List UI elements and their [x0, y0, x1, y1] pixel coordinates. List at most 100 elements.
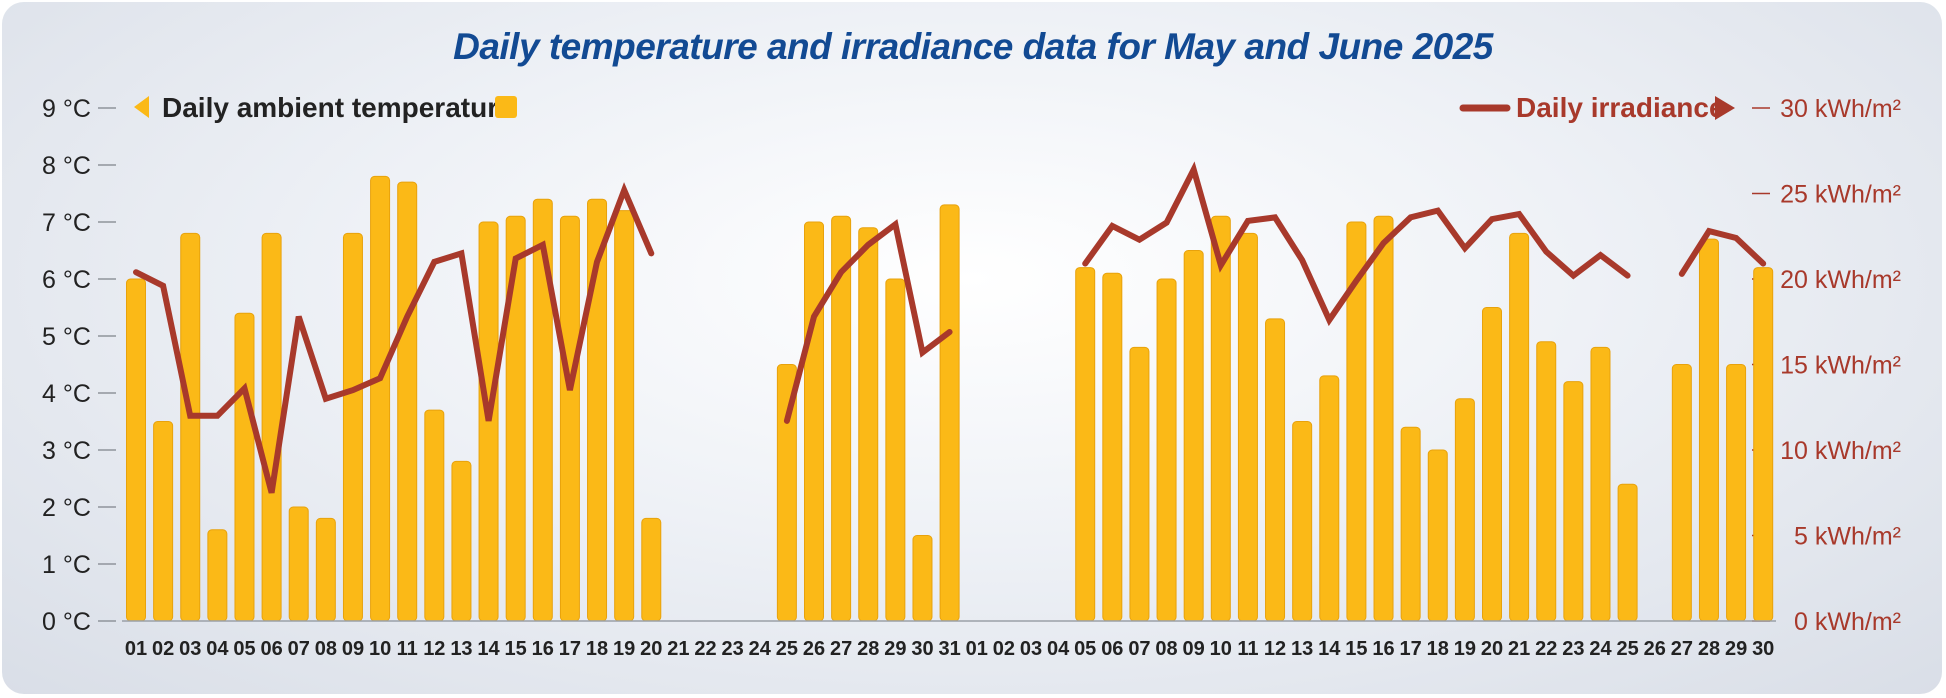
temperature-bar: [1753, 267, 1774, 622]
temperature-bar: [1129, 346, 1150, 622]
x-tick-label: 08: [315, 638, 337, 660]
temperature-bar: [234, 312, 255, 622]
x-tick-label: 13: [450, 638, 472, 660]
x-tick-label: 21: [667, 638, 689, 660]
y-left-tick-label: 5 °C: [42, 323, 91, 351]
temperature-bar: [1698, 238, 1719, 622]
temperature-bar: [1183, 250, 1204, 622]
temperature-bar: [1671, 364, 1692, 622]
temperature-bar: [1292, 421, 1313, 622]
temperature-bar: [1265, 318, 1286, 622]
x-tick-label: 18: [1427, 638, 1449, 660]
chart-title: Daily temperature and irradiance data fo…: [453, 26, 1493, 67]
x-tick-label: 13: [1291, 638, 1313, 660]
temperature-bar: [1563, 381, 1584, 622]
y-right-tick-label: 0 kWh/m²: [1794, 608, 1901, 636]
y-right-tick-label: 10 kWh/m²: [1780, 437, 1901, 465]
x-tick-label: 30: [1752, 638, 1774, 660]
temperature-bar: [1617, 483, 1638, 622]
y-right-tick-label: 20 kWh/m²: [1780, 266, 1901, 294]
x-tick-label: 19: [1454, 638, 1476, 660]
legend-right: Daily irradiance: [1459, 92, 1735, 123]
x-tick-label: 23: [1562, 638, 1584, 660]
temperature-bar: [126, 278, 146, 622]
temperature-bar: [180, 232, 201, 622]
y-right-tick-label: 5 kWh/m²: [1794, 523, 1901, 551]
temperature-bar: [370, 175, 391, 622]
x-tick-label: 04: [206, 638, 229, 660]
y-left-tick-label: 9 °C: [42, 95, 91, 123]
temperature-bar: [1210, 215, 1231, 622]
x-tick-label: 06: [1101, 638, 1123, 660]
irradiance-line-segment: [783, 219, 953, 424]
x-axis-labels: 01 02 03 04 05 06 07 08 09 10 11 12 13 14 15 16 17 18 19 20…: [125, 638, 1774, 660]
y-left-tick-label: 0 °C: [42, 608, 91, 636]
x-tick-label: 11: [1237, 638, 1258, 660]
x-tick-label: 06: [260, 638, 282, 660]
x-tick-label: 16: [1372, 638, 1394, 660]
temperature-bar: [1454, 398, 1475, 622]
temperature-bars: [126, 175, 1774, 622]
x-tick-label: 22: [1535, 638, 1557, 660]
legend-irradiance-label: Daily irradiance: [1516, 92, 1725, 123]
y-left-tick-label: 2 °C: [42, 494, 91, 522]
temperature-bar: [1427, 449, 1448, 622]
temperature-bar: [1156, 278, 1177, 622]
x-tick-label: 24: [1589, 638, 1612, 660]
temperature-bar: [1536, 341, 1557, 622]
temperature-bar: [261, 232, 282, 622]
temperature-bar: [505, 215, 526, 622]
temperature-bar: [912, 535, 933, 622]
temperature-bar: [315, 517, 336, 622]
temperature-bar: [1373, 215, 1394, 622]
x-tick-label: 02: [993, 638, 1015, 660]
x-tick-label: 08: [1155, 638, 1177, 660]
legend-temperature-label: Daily ambient temperature: [162, 92, 514, 123]
x-tick-label: 10: [1210, 638, 1232, 660]
y-left-tick-label: 7 °C: [42, 209, 91, 237]
temperature-bar: [1400, 426, 1421, 622]
temperature-bar: [559, 215, 580, 622]
x-tick-label: 28: [857, 638, 879, 660]
legend-left-arrow-icon: [134, 96, 149, 118]
temperature-bar: [451, 460, 472, 622]
x-tick-label: 03: [179, 638, 201, 660]
x-tick-label: 25: [776, 638, 798, 660]
irradiance-line-segment: [133, 182, 655, 494]
x-tick-label: 26: [1644, 638, 1666, 660]
x-tick-label: 20: [1481, 638, 1503, 660]
irradiance-line-segment: [1082, 161, 1631, 327]
temperature-bar: [342, 232, 363, 622]
x-tick-label: 27: [1671, 638, 1693, 660]
x-tick-label: 05: [233, 638, 255, 660]
temperature-bar: [207, 529, 228, 622]
temperature-bar: [478, 221, 499, 622]
irradiance-line-segment: [1678, 227, 1767, 277]
y-right-tick-label: 25 kWh/m²: [1780, 181, 1901, 209]
x-tick-label: 09: [342, 638, 364, 660]
x-tick-label: 04: [1047, 638, 1070, 660]
temperature-bar: [858, 227, 879, 622]
x-tick-label: 17: [1400, 638, 1422, 660]
x-tick-label: 16: [532, 638, 554, 660]
x-tick-label: 19: [613, 638, 635, 660]
temperature-bar: [532, 198, 553, 622]
x-tick-label: 27: [830, 638, 852, 660]
x-tick-label: 12: [1264, 638, 1286, 660]
x-tick-label: 15: [1345, 638, 1367, 660]
x-tick-label: 11: [397, 638, 418, 660]
legend-right-arrow-icon: [1715, 96, 1735, 120]
y-right-axis: 0 kWh/m² 5 kWh/m² 10 kWh/m² 15 kWh/m² 20 kWh…: [1752, 95, 1901, 636]
x-tick-label: 10: [369, 638, 391, 660]
x-tick-label: 14: [477, 638, 500, 660]
temperature-bar: [1590, 346, 1611, 622]
x-tick-label: 12: [423, 638, 445, 660]
x-tick-label: 02: [152, 638, 174, 660]
x-tick-label: 20: [640, 638, 662, 660]
x-tick-label: 23: [722, 638, 744, 660]
temperature-bar: [1726, 364, 1747, 622]
temperature-bar: [397, 181, 418, 622]
temperature-bar: [1509, 232, 1530, 622]
irradiance-line: [133, 161, 1767, 494]
